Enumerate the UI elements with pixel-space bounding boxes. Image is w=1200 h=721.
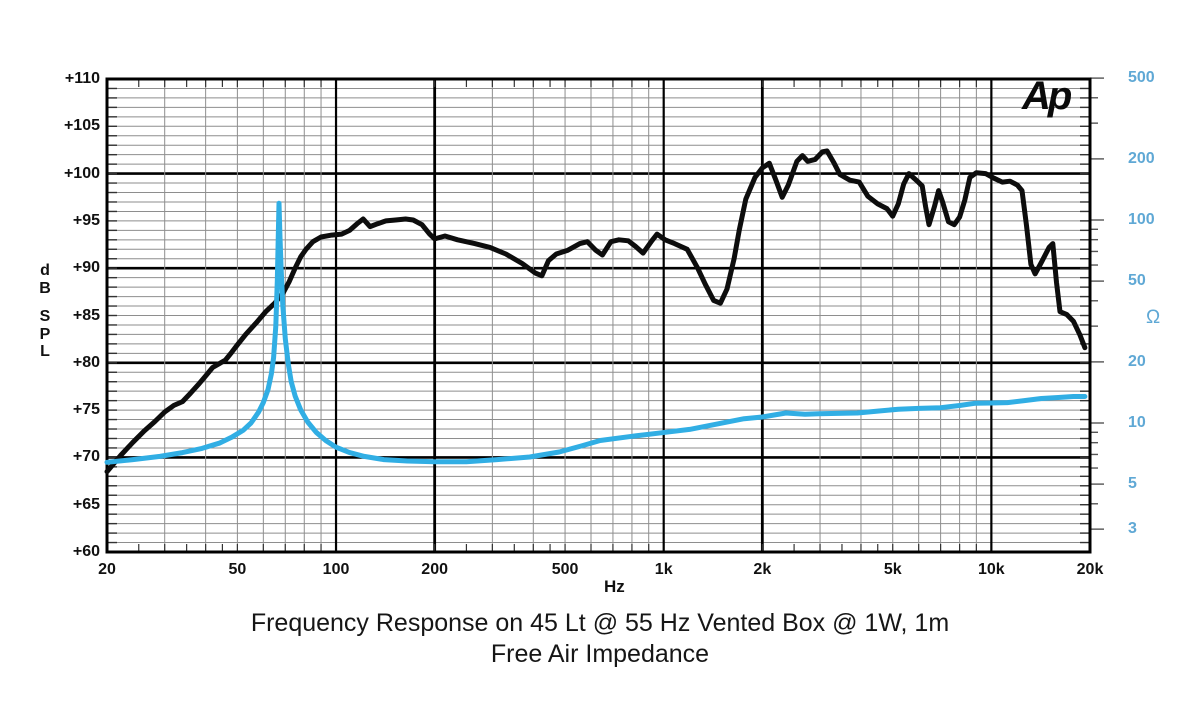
y-right-tick-label: 3 [1128,520,1137,538]
left-axis-title-letter: B [39,279,51,297]
left-axis-title-letter: d [40,262,50,279]
y-left-tick-label: +85 [72,306,100,324]
x-tick-label: 500 [551,561,579,578]
y-left-tick-label: +100 [63,164,100,182]
ap-logo: Ap [1022,74,1072,118]
y-right-tick-label: 50 [1128,272,1146,290]
y-left-tick-label: +80 [72,353,100,371]
x-tick-label: 20k [1076,561,1104,578]
chart-title-line2: Free Air Impedance [490,640,710,668]
y-left-tick-label: +95 [72,211,100,229]
y-left-tick-label: +75 [72,401,100,419]
y-right-tick-label: 10 [1128,414,1146,431]
left-axis-title-letter: L [40,343,50,360]
left-axis-title-letter: P [39,325,51,343]
y-right-tick-label: 5 [1128,475,1137,493]
right-axis-unit: Ω [1146,307,1161,328]
x-tick-label: 2k [753,561,772,578]
x-tick-label: 1k [654,561,673,578]
y-left-tick-label: +110 [64,70,100,87]
chart-title-line1: Frequency Response on 45 Lt @ 55 Hz Vent… [250,609,950,637]
response-curve [104,148,1088,475]
x-tick-label: 20 [98,561,116,578]
x-tick-label: 10k [978,561,1005,578]
left-axis-title-letter: S [39,308,51,325]
x-axis-unit: Hz [604,577,625,596]
impedance-curve [104,200,1088,465]
y-right-tick-label: 20 [1128,352,1146,370]
y-left-tick-label: +65 [72,495,100,513]
y-left-tick-label: +70 [72,448,100,466]
spacer [36,297,54,308]
y-right-tick-label: 100 [1128,211,1155,228]
y-left-tick-label: +90 [72,259,100,277]
x-tick-label: 50 [228,561,247,578]
y-right-tick-label: 200 [1128,149,1155,167]
chart-title: Frequency Response on 45 Lt @ 55 Hz Vent… [0,608,1200,670]
y-right-tick-label: 500 [1128,69,1155,87]
y-left-tick-label: +105 [63,117,100,135]
plot-border [105,77,1092,554]
x-tick-label: 200 [421,561,449,578]
y-left-tick-label: +60 [72,543,100,560]
x-tick-label: 5k [883,561,902,578]
x-tick-label: 100 [322,561,350,578]
